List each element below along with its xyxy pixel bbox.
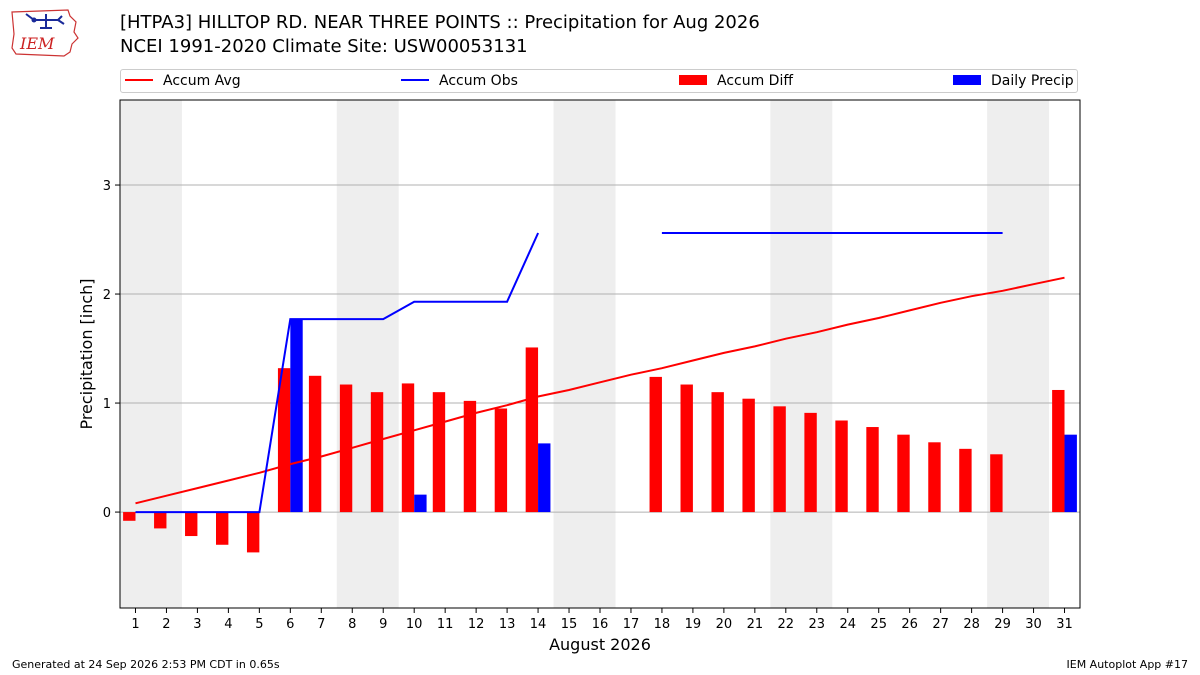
- accum-diff-bar: [463, 400, 477, 513]
- accum-diff-bar: [835, 420, 848, 513]
- x-tick-label: 15: [561, 617, 578, 632]
- legend-item-accum-diff: Accum Diff: [679, 73, 793, 89]
- x-tick-label: 22: [778, 617, 795, 632]
- accum-diff-bar: [154, 512, 167, 529]
- accum-diff-bar: [680, 384, 693, 513]
- accum-diff-bar: [432, 392, 446, 513]
- x-tick-label: 27: [932, 617, 949, 632]
- daily-precip-bar: [290, 319, 303, 513]
- plot-frame: [119, 99, 1081, 609]
- x-tick-label: 6: [286, 617, 294, 632]
- x-tick-label: 19: [685, 617, 702, 632]
- accum-diff-bar: [928, 442, 941, 513]
- iowa-outline-shape: [11, 9, 79, 57]
- legend-swatch-accum-obs: [401, 79, 429, 81]
- legend-item-daily-precip: Daily Precip: [953, 73, 1074, 89]
- footer-app-label: IEM Autoplot App #17: [1066, 658, 1189, 671]
- x-tick-label: 29: [994, 617, 1011, 632]
- legend-label: Daily Precip: [991, 73, 1074, 89]
- x-tick-label: 16: [592, 617, 609, 632]
- x-tick-label: 8: [348, 617, 356, 632]
- legend-swatch-accum-diff: [679, 75, 707, 85]
- legend-item-accum-obs: Accum Obs: [401, 73, 518, 89]
- y-tick-label: 2: [103, 288, 111, 303]
- legend-item-accum-avg: Accum Avg: [125, 73, 241, 89]
- x-tick-label: 23: [809, 617, 826, 632]
- x-axis-label: August 2026: [549, 635, 651, 654]
- x-tick-label: 9: [379, 617, 387, 632]
- daily-precip-bar: [1064, 434, 1077, 513]
- x-tick-label: 30: [1025, 617, 1042, 632]
- x-tick-label: 5: [255, 617, 263, 632]
- accum-diff-bar: [897, 434, 910, 513]
- footer-generated-text: Generated at 24 Sep 2026 2:53 PM CDT in …: [12, 658, 280, 671]
- x-tick-label: 14: [530, 617, 547, 632]
- x-tick-label: 25: [870, 617, 887, 632]
- x-tick-label: 21: [747, 617, 764, 632]
- chart-title: [HTPA3] HILLTOP RD. NEAR THREE POINTS ::…: [120, 12, 760, 33]
- x-tick-label: 12: [468, 617, 485, 632]
- accum-diff-bar: [804, 412, 817, 513]
- x-tick-label: 4: [224, 617, 232, 632]
- accum-obs-line: [135, 232, 540, 514]
- accum-diff-bar: [123, 512, 136, 521]
- weekend-shade: [120, 100, 182, 608]
- accum-diff-bar: [990, 454, 1003, 513]
- accum-diff-bar: [959, 448, 972, 513]
- accum-diff-bar: [773, 406, 786, 513]
- accum-diff-bar: [185, 512, 198, 537]
- x-tick-label: 28: [963, 617, 980, 632]
- weekend-shade: [553, 100, 616, 608]
- x-tick-label: 11: [437, 617, 454, 632]
- legend-swatch-daily-precip: [953, 75, 981, 85]
- x-tick-label: 2: [162, 617, 170, 632]
- accum-diff-bar: [339, 384, 353, 513]
- weather-station-icon: [25, 13, 65, 29]
- logo-text: IEM: [19, 34, 55, 53]
- accum-diff-bar: [494, 408, 508, 513]
- accum-diff-bar: [649, 376, 662, 513]
- legend-label: Accum Obs: [439, 73, 518, 89]
- x-tick-label: 31: [1056, 617, 1073, 632]
- accum-avg-line: [135, 276, 1065, 505]
- legend-swatch-accum-avg: [125, 79, 153, 81]
- x-tick-label: 20: [716, 617, 733, 632]
- legend-label: Accum Diff: [717, 73, 794, 89]
- x-tick-label: 1: [131, 617, 139, 632]
- accum-diff-bar: [525, 347, 539, 513]
- chart-subtitle: NCEI 1991-2020 Climate Site: USW00053131: [120, 36, 528, 57]
- weekend-shade: [987, 100, 1050, 608]
- x-tick-label: 7: [317, 617, 325, 632]
- accum-diff-bar: [370, 392, 384, 513]
- accum-diff-bar: [1052, 389, 1065, 513]
- daily-precip-bar: [414, 494, 427, 513]
- y-tick-label: 1: [103, 397, 111, 412]
- y-tick-label: 0: [103, 506, 111, 521]
- accum-diff-bar: [742, 398, 755, 513]
- weekend-shade: [336, 100, 399, 608]
- x-tick-label: 17: [623, 617, 640, 632]
- y-tick-label: 3: [103, 179, 111, 194]
- accum-diff-bar: [711, 392, 724, 513]
- daily-precip-bar: [538, 443, 551, 513]
- chart-legend: Accum Avg Accum Obs Accum Diff Daily Pre…: [120, 69, 1078, 93]
- x-tick-label: 3: [193, 617, 201, 632]
- accum-diff-bar: [246, 512, 260, 553]
- x-tick-label: 26: [901, 617, 918, 632]
- legend-label: Accum Avg: [163, 73, 241, 89]
- accum-diff-bar: [401, 383, 415, 513]
- x-tick-label: 10: [406, 617, 423, 632]
- accum-diff-bar: [277, 368, 291, 513]
- x-tick-label: 13: [499, 617, 516, 632]
- weekend-shade: [770, 100, 833, 608]
- accum-diff-bar: [216, 512, 229, 545]
- accum-diff-bar: [866, 427, 879, 513]
- y-axis-label: Precipitation [inch]: [77, 278, 96, 429]
- accum-diff-bar: [308, 375, 322, 513]
- x-tick-label: 18: [654, 617, 671, 632]
- x-tick-label: 24: [839, 617, 856, 632]
- iem-logo: IEM: [11, 9, 79, 57]
